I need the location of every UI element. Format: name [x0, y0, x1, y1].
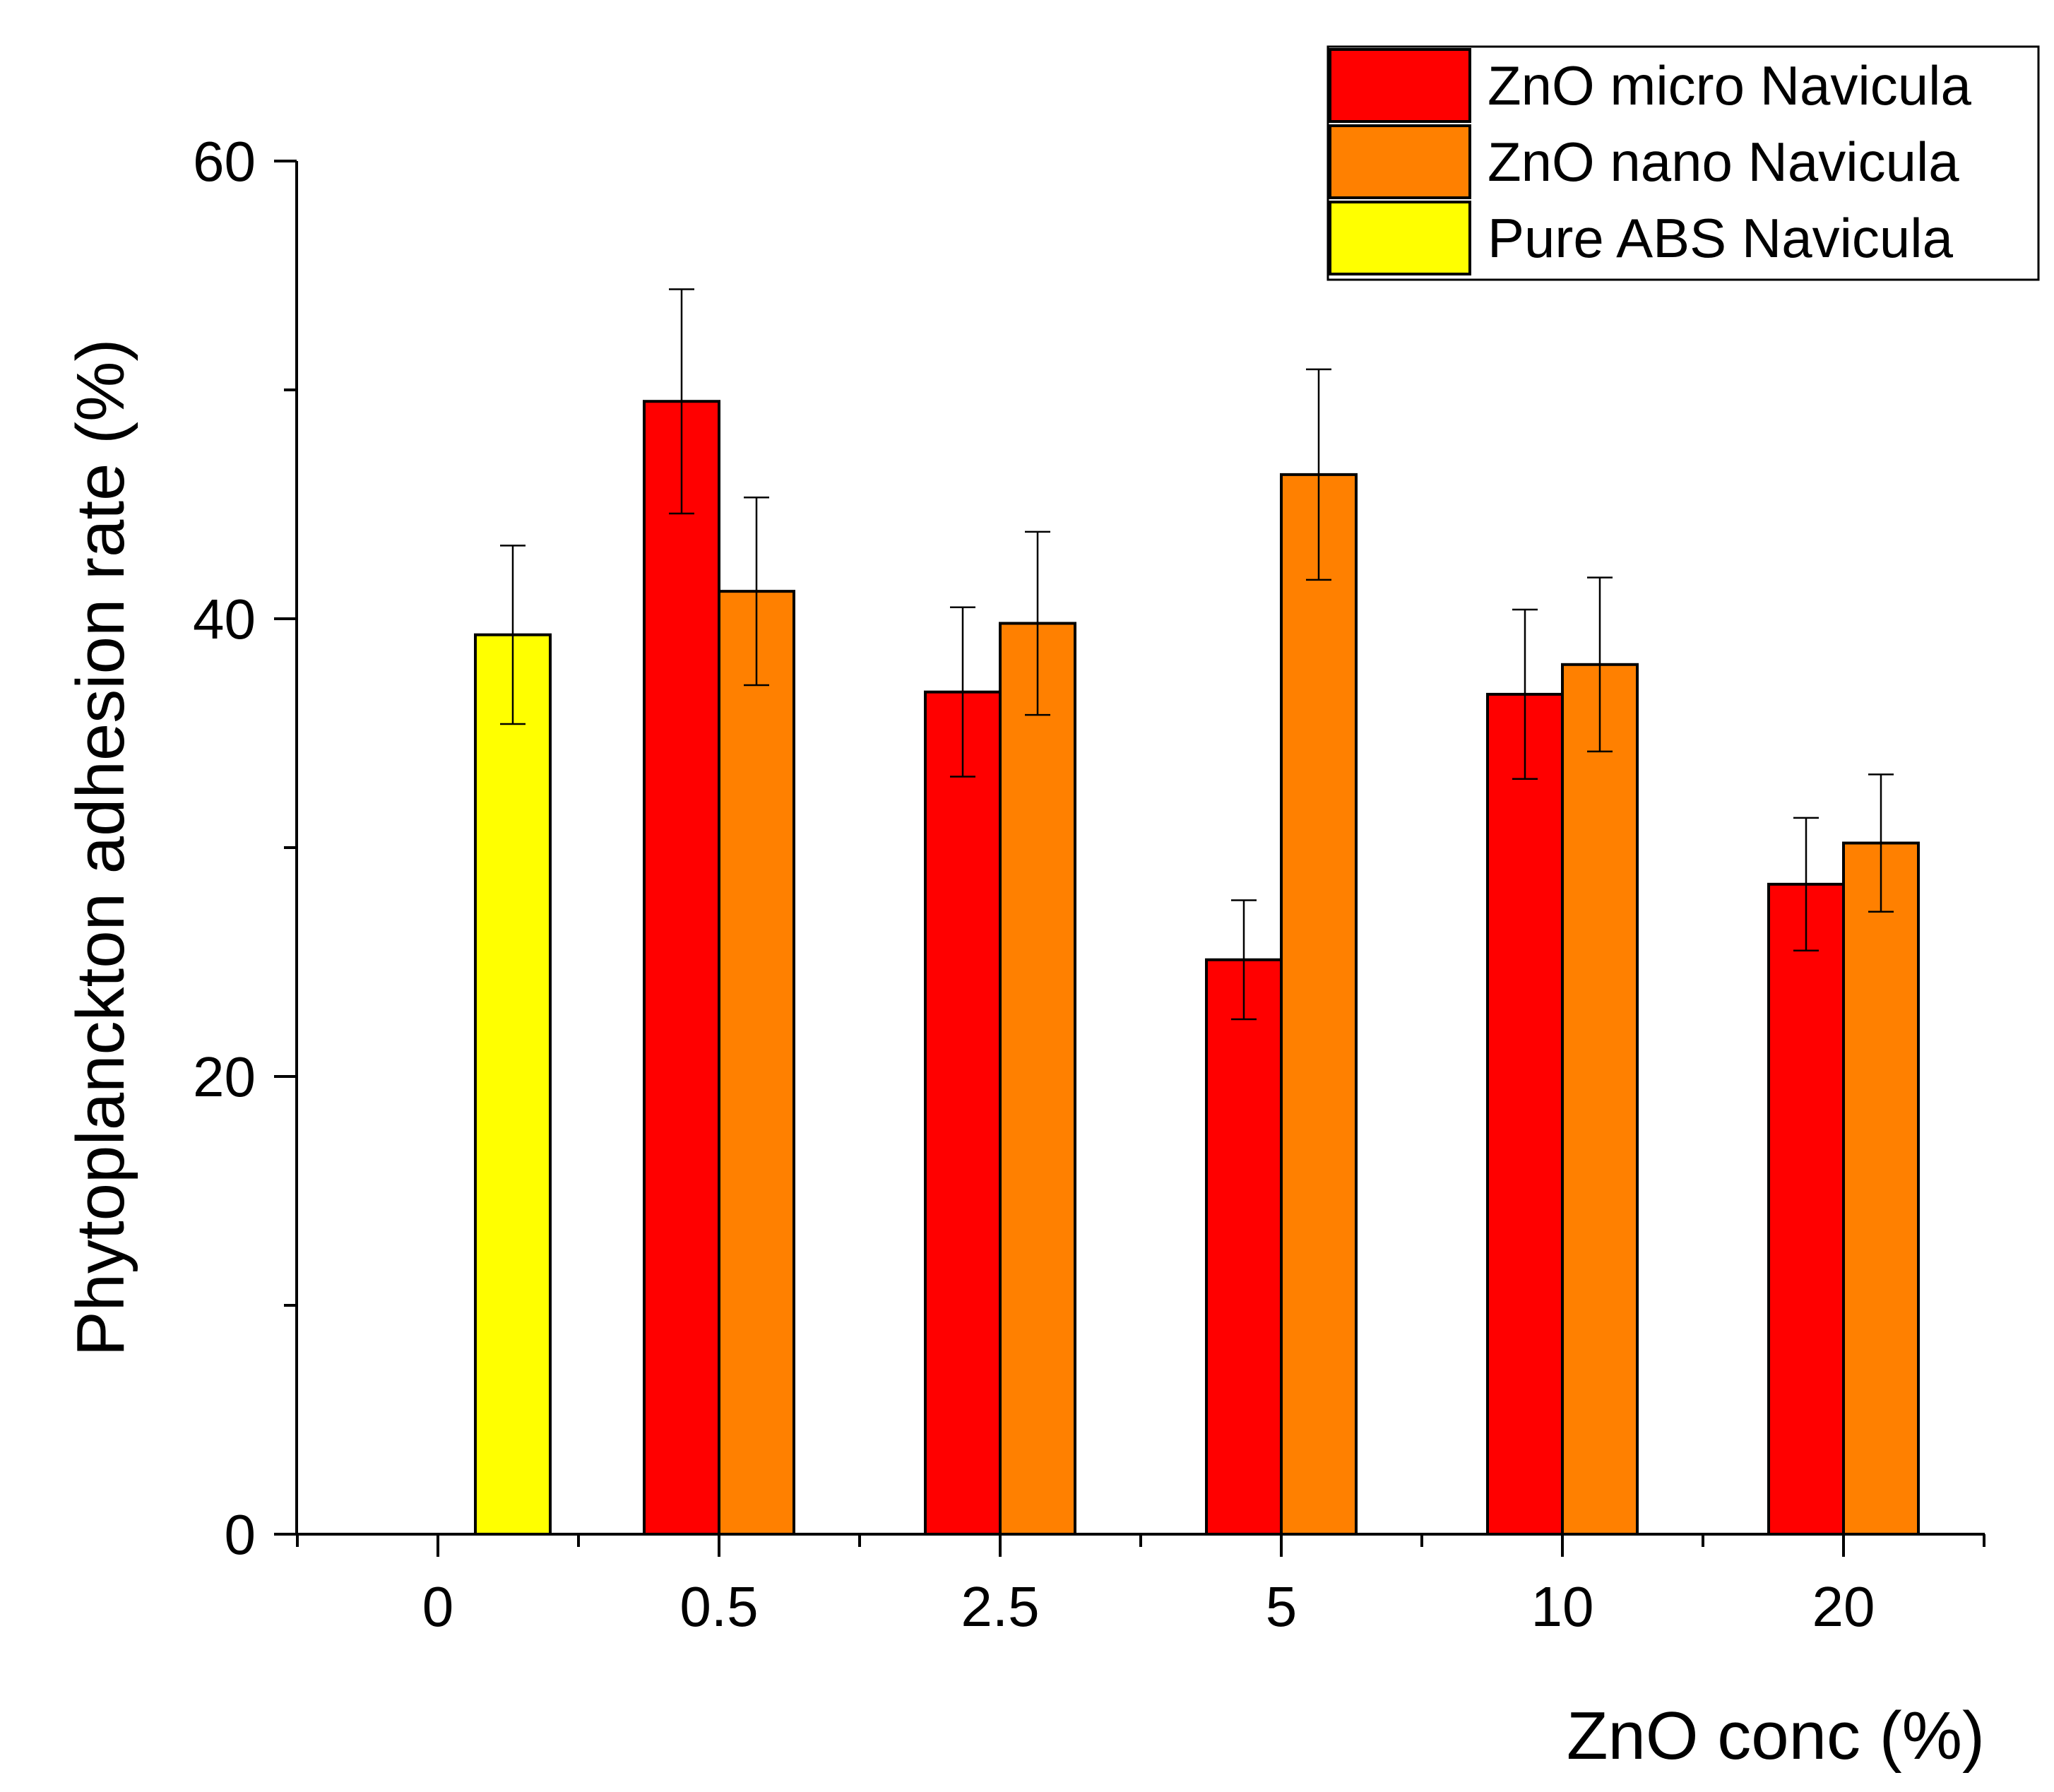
x-tick-label: 10 — [1531, 1575, 1594, 1638]
bar-pure-abs-navicula-0 — [474, 633, 552, 1536]
bar-zno-nano-navicula-10 — [1561, 663, 1639, 1536]
bar-zno-nano-navicula-0.5 — [718, 590, 795, 1536]
legend-swatch-pure-abs-navicula — [1329, 201, 1471, 275]
error-bar-pure-abs-navicula-0 — [500, 545, 526, 725]
ticks-layer: 0 20 40 60 0 0.5 2.5 5 10 20 — [193, 130, 1985, 1638]
x-tick-label: 2.5 — [961, 1575, 1039, 1638]
legend-swatch-zno-nano-navicula — [1329, 124, 1471, 199]
bar-zno-micro-navicula-20 — [1767, 882, 1845, 1536]
legend-label-pure-abs-navicula: Pure ABS Navicula — [1488, 207, 1954, 269]
error-bar-zno-nano-navicula-0.5 — [744, 497, 769, 687]
bar-zno-micro-navicula-5 — [1205, 958, 1283, 1536]
x-axis-title: ZnO conc (%) — [1567, 1698, 1985, 1774]
legend-label-zno-nano-navicula: ZnO nano Navicula — [1488, 131, 1959, 193]
error-bars-layer — [500, 288, 1894, 1021]
error-bar-zno-micro-navicula-5 — [1231, 899, 1257, 1021]
legend-label-zno-micro-navicula: ZnO micro Navicula — [1488, 54, 1971, 117]
x-tick-label: 0.5 — [679, 1575, 758, 1638]
bar-zno-micro-navicula-10 — [1486, 692, 1564, 1536]
error-bar-zno-nano-navicula-10 — [1587, 576, 1613, 753]
legend: ZnO micro Navicula ZnO nano Navicula Pure … — [1326, 45, 2040, 281]
y-axis-title: Phytoplanckton adhesion rate (%) — [63, 339, 138, 1357]
bars-layer — [474, 400, 1920, 1536]
bar-zno-nano-navicula-5 — [1280, 473, 1358, 1536]
error-bar-zno-micro-navicula-2.5 — [950, 606, 975, 778]
bar-zno-nano-navicula-20 — [1842, 841, 1920, 1536]
y-tick-label: 60 — [193, 130, 256, 193]
y-tick-label: 20 — [193, 1045, 256, 1108]
legend-swatch-zno-micro-navicula — [1329, 48, 1471, 123]
error-bar-zno-nano-navicula-5 — [1306, 368, 1331, 581]
error-bar-zno-micro-navicula-10 — [1512, 608, 1538, 781]
error-bar-zno-micro-navicula-0.5 — [669, 288, 694, 515]
error-bar-zno-micro-navicula-20 — [1793, 817, 1819, 952]
bar-zno-micro-navicula-0.5 — [643, 400, 720, 1536]
x-tick-label: 20 — [1812, 1575, 1875, 1638]
x-tick-label: 0 — [422, 1575, 454, 1638]
error-bar-zno-nano-navicula-2.5 — [1025, 530, 1050, 716]
error-bar-zno-nano-navicula-20 — [1868, 773, 1894, 913]
x-tick-label: 5 — [1266, 1575, 1298, 1638]
bar-zno-nano-navicula-2.5 — [999, 622, 1076, 1536]
bar-zno-micro-navicula-2.5 — [924, 690, 1002, 1536]
y-tick-label: 40 — [193, 588, 256, 651]
y-tick-label: 0 — [225, 1503, 256, 1566]
